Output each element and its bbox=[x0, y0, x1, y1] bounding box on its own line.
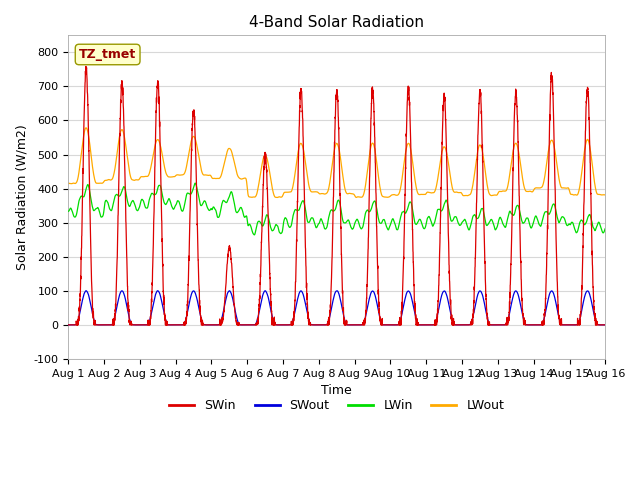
X-axis label: Time: Time bbox=[321, 384, 352, 397]
Y-axis label: Solar Radiation (W/m2): Solar Radiation (W/m2) bbox=[15, 124, 28, 270]
Text: TZ_tmet: TZ_tmet bbox=[79, 48, 136, 61]
Title: 4-Band Solar Radiation: 4-Band Solar Radiation bbox=[250, 15, 424, 30]
Legend: SWin, SWout, LWin, LWout: SWin, SWout, LWin, LWout bbox=[164, 395, 509, 418]
